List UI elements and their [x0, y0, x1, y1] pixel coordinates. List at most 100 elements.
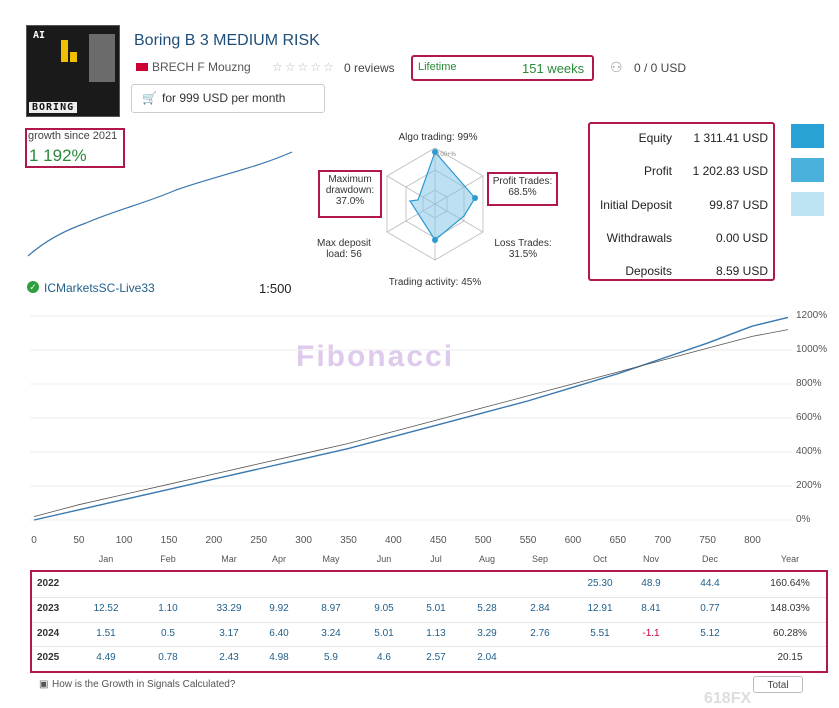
month-return-cell: 148.03%	[770, 603, 810, 614]
drawdown-highlight-box	[318, 170, 382, 218]
month-return-cell: 5.12	[700, 628, 720, 639]
month-header: Year	[780, 554, 800, 564]
month-return-cell: 2.76	[530, 628, 550, 639]
stat-profit-label: Profit	[643, 164, 672, 178]
radar-point-activity	[432, 237, 438, 243]
growth-chart	[30, 315, 792, 521]
subscribers-icon: ⚇	[610, 59, 623, 75]
month-return-cell: 0.78	[158, 652, 178, 663]
logo-ai-text: AI	[33, 30, 46, 41]
month-return-cell: 2.43	[219, 652, 239, 663]
month-return-cell: 1.10	[158, 603, 178, 614]
month-return-cell: 2.57	[426, 652, 446, 663]
growth-mini-chart	[27, 151, 293, 257]
month-return-cell: 4.98	[269, 652, 289, 663]
stat-equity-value: 1 311.41 USD	[693, 131, 769, 145]
month-return-cell: 12.52	[93, 603, 119, 614]
radar-chart: 100+%	[386, 147, 484, 261]
y-tick-label: 1000%	[796, 344, 828, 355]
x-tick-label: 250	[250, 535, 268, 546]
y-tick-label: 400%	[796, 446, 822, 457]
verified-icon: ✓	[27, 281, 39, 293]
reviews-link[interactable]: 0 reviews	[344, 61, 395, 75]
radar-label-activity: Trading activity: 45%	[388, 277, 482, 288]
author-name[interactable]: BRECH F Mouzng	[152, 60, 251, 74]
profit-trades-highlight-box	[487, 172, 558, 206]
radar-label-loss-trades: Loss Trades: 31.5%	[494, 238, 552, 260]
month-return-cell: 3.24	[321, 628, 341, 639]
month-return-cell: 1.51	[96, 628, 116, 639]
y-tick-label: 200%	[796, 480, 822, 491]
series-line-1	[33, 329, 789, 517]
rating-stars: ☆☆☆☆☆	[272, 60, 336, 74]
radar-point-profit	[472, 195, 478, 201]
month-return-cell: -1.1	[642, 628, 660, 639]
signal-title[interactable]: Boring B 3 MEDIUM RISK	[134, 32, 320, 49]
month-header: Nov	[642, 554, 659, 564]
month-return-cell: 3.17	[219, 628, 239, 639]
account-stats-box	[588, 122, 775, 281]
broker-server-link[interactable]: ICMarketsSC-Live33	[44, 281, 155, 295]
month-return-cell: 12.91	[587, 603, 613, 614]
month-return-cell: 8.41	[641, 603, 661, 614]
side-bar-1	[791, 124, 824, 148]
subscribe-button[interactable]	[131, 84, 325, 113]
month-return-cell: 5.51	[590, 628, 610, 639]
middle-watermark: Fibonacci	[296, 340, 455, 373]
radar-center-label: 100+%	[437, 152, 457, 158]
month-return-cell: 4.6	[377, 652, 391, 663]
y-tick-label: 1200%	[796, 310, 828, 321]
month-return-cell: 0.5	[161, 628, 175, 639]
radar-label-profit-trades: Profit Trades: 68.5%	[492, 176, 553, 198]
month-return-cell: 5.28	[477, 603, 497, 614]
stat-equity-label: Equity	[638, 131, 672, 145]
month-header: Dec	[701, 554, 718, 564]
series-line-0	[33, 316, 789, 521]
x-tick-label: 50	[73, 535, 85, 546]
month-return-cell: 6.40	[269, 628, 289, 639]
x-tick-label: 550	[519, 535, 537, 546]
month-return-cell: 4.49	[96, 652, 116, 663]
x-tick-label: 500	[474, 535, 492, 546]
stat-deposits-label: Deposits	[625, 264, 672, 278]
year-label: 2023	[37, 603, 60, 614]
y-tick-label: 0%	[796, 514, 811, 525]
x-tick-label: 100	[115, 535, 133, 546]
x-tick-label: 600	[564, 535, 582, 546]
month-header: Jul	[430, 554, 442, 564]
growth-calc-link[interactable]: How is the Growth in Signals Calculated?	[52, 679, 236, 690]
x-tick-label: 750	[699, 535, 716, 546]
month-return-cell: 2.84	[530, 603, 550, 614]
logo-bar-1	[61, 40, 68, 62]
stat-profit-value: 1 202.83 USD	[692, 164, 768, 178]
radar-label-drawdown: Maximum drawdown: 37.0%	[325, 174, 375, 207]
month-return-cell: 9.92	[269, 603, 289, 614]
row-divider	[32, 646, 826, 647]
weeks-value: 151 weeks	[522, 61, 585, 76]
stat-deposits-value: 8.59 USD	[715, 264, 768, 278]
month-return-cell: 33.29	[216, 603, 242, 614]
radar-label-load: Max deposit load: 56	[317, 238, 371, 260]
month-return-cell: 160.64%	[770, 578, 810, 589]
month-header: Apr	[271, 554, 286, 564]
growth-value: 1 192%	[29, 146, 87, 165]
logo-bar-2	[70, 52, 77, 62]
stat-initial-deposit-value: 99.87 USD	[709, 198, 768, 212]
month-header: Aug	[478, 554, 495, 564]
y-tick-label: 600%	[796, 412, 822, 423]
year-label: 2024	[37, 628, 60, 639]
total-button[interactable]: Total	[753, 676, 803, 693]
side-bar-2	[791, 158, 824, 182]
x-tick-label: 800	[744, 535, 761, 546]
signal-logo: AI BORING	[26, 25, 120, 117]
month-header: Jan	[98, 554, 114, 564]
subscribe-price: for 999 USD per month	[162, 91, 286, 105]
row-divider	[32, 622, 826, 623]
year-label: 2022	[37, 578, 60, 589]
logo-word: BORING	[29, 102, 78, 113]
month-header: Mar	[221, 554, 237, 564]
weeks-label: Lifetime	[418, 61, 457, 73]
month-header: May	[322, 554, 340, 564]
month-return-cell: 44.4	[700, 578, 720, 589]
growth-mini-line	[27, 151, 293, 257]
